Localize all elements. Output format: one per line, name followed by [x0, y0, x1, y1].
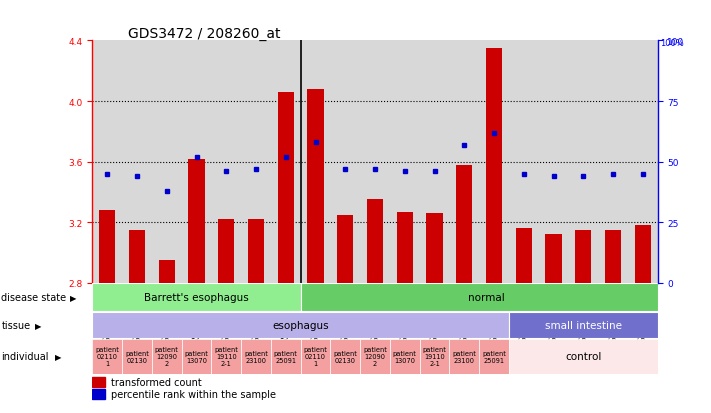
- Bar: [241, 339, 271, 374]
- Bar: [92, 339, 122, 374]
- Bar: [419, 339, 449, 374]
- Bar: [427, 214, 443, 283]
- Bar: [218, 220, 235, 283]
- Text: small intestine: small intestine: [545, 320, 622, 330]
- Text: tissue: tissue: [1, 320, 31, 330]
- Text: patient
12090
2: patient 12090 2: [155, 347, 178, 366]
- Text: transformed count: transformed count: [110, 377, 201, 387]
- Bar: [635, 226, 651, 283]
- Text: ▶: ▶: [70, 293, 76, 302]
- Bar: [92, 377, 105, 387]
- Text: control: control: [565, 351, 602, 361]
- Bar: [479, 339, 509, 374]
- Text: ▶: ▶: [35, 321, 41, 330]
- Bar: [390, 339, 419, 374]
- Text: ▶: ▶: [55, 352, 61, 361]
- Bar: [575, 230, 592, 283]
- Bar: [122, 339, 152, 374]
- Bar: [301, 339, 331, 374]
- Text: individual: individual: [1, 351, 49, 361]
- Bar: [92, 313, 509, 338]
- Text: patient
23100: patient 23100: [244, 350, 268, 363]
- Bar: [159, 261, 175, 283]
- Text: patient
13070: patient 13070: [393, 350, 417, 363]
- Bar: [271, 339, 301, 374]
- Bar: [277, 93, 294, 283]
- Text: normal: normal: [469, 293, 505, 303]
- Bar: [92, 389, 105, 399]
- Text: patient
02130: patient 02130: [333, 350, 357, 363]
- Bar: [509, 313, 658, 338]
- Bar: [188, 159, 205, 283]
- Text: patient
12090
2: patient 12090 2: [363, 347, 387, 366]
- Bar: [360, 339, 390, 374]
- Text: GDS3472 / 208260_at: GDS3472 / 208260_at: [128, 27, 280, 41]
- Bar: [509, 339, 658, 374]
- Bar: [331, 339, 360, 374]
- Bar: [211, 339, 241, 374]
- Bar: [99, 211, 115, 283]
- Bar: [515, 229, 532, 283]
- Bar: [337, 215, 353, 283]
- Bar: [397, 212, 413, 283]
- Bar: [248, 220, 264, 283]
- Bar: [545, 235, 562, 283]
- Text: percentile rank within the sample: percentile rank within the sample: [110, 389, 276, 399]
- Bar: [152, 339, 182, 374]
- Text: patient
25091: patient 25091: [482, 350, 506, 363]
- Bar: [129, 230, 145, 283]
- Text: patient
23100: patient 23100: [452, 350, 476, 363]
- Bar: [456, 165, 473, 283]
- Text: patient
19110
2-1: patient 19110 2-1: [422, 347, 447, 366]
- Text: patient
13070: patient 13070: [185, 350, 208, 363]
- Text: esophagus: esophagus: [272, 320, 329, 330]
- Text: patient
02110
1: patient 02110 1: [304, 347, 328, 366]
- Text: disease state: disease state: [1, 293, 67, 303]
- Text: patient
25091: patient 25091: [274, 350, 298, 363]
- Bar: [605, 230, 621, 283]
- Text: patient
02110
1: patient 02110 1: [95, 347, 119, 366]
- Bar: [449, 339, 479, 374]
- Bar: [367, 200, 383, 283]
- Bar: [92, 284, 301, 311]
- Bar: [307, 90, 324, 283]
- Text: 100%: 100%: [660, 39, 683, 48]
- Bar: [486, 49, 502, 283]
- Text: Barrett's esophagus: Barrett's esophagus: [144, 293, 249, 303]
- Text: patient
02130: patient 02130: [125, 350, 149, 363]
- Text: patient
19110
2-1: patient 19110 2-1: [214, 347, 238, 366]
- Bar: [182, 339, 211, 374]
- Bar: [301, 284, 658, 311]
